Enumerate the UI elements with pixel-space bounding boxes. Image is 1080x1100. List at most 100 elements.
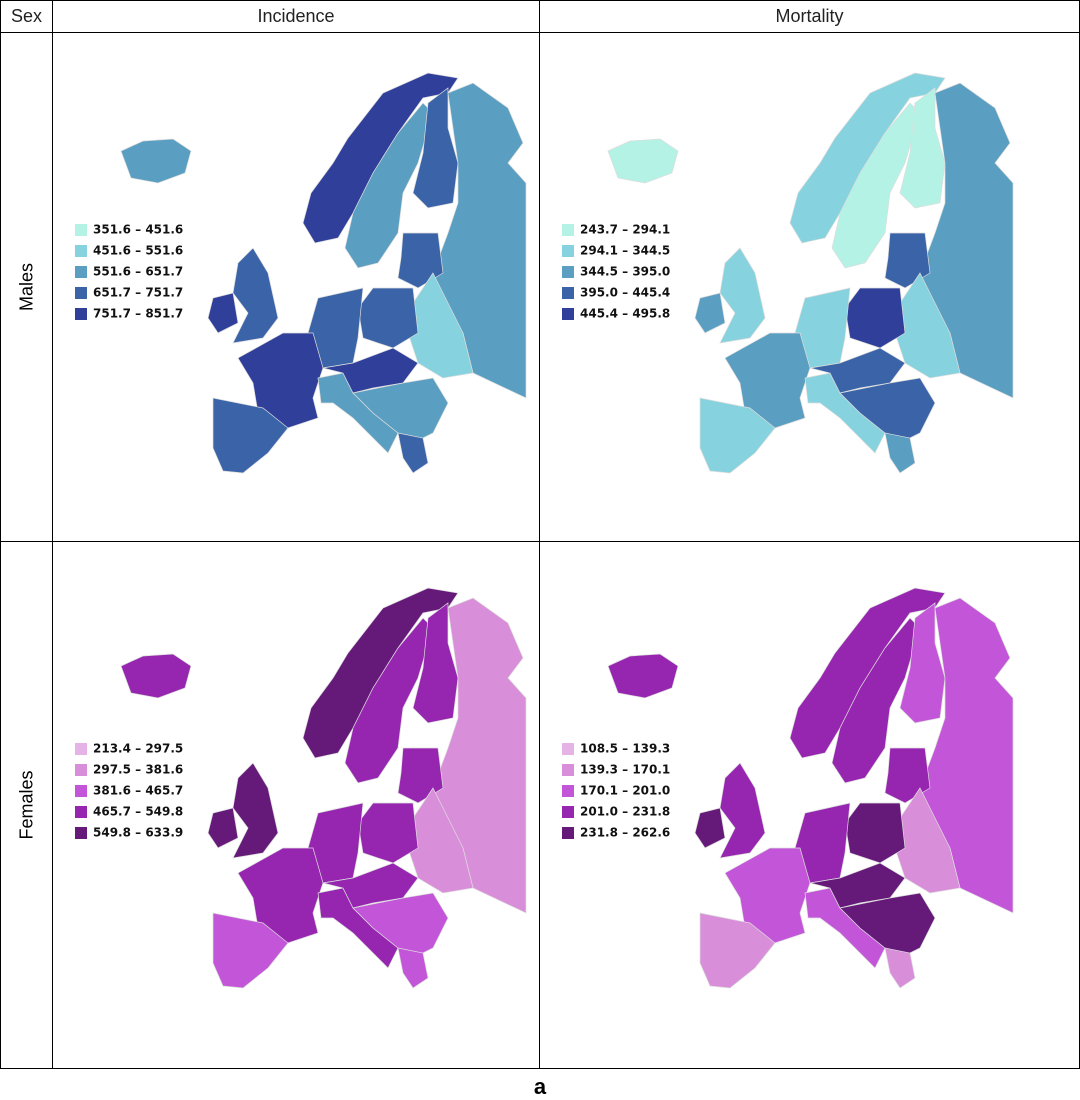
country bbox=[899, 602, 946, 724]
legend-swatch bbox=[562, 785, 574, 797]
legend-label: 351.6 – 451.6 bbox=[93, 223, 183, 237]
country bbox=[237, 332, 324, 429]
header-text: Incidence bbox=[257, 6, 335, 26]
legend-swatch bbox=[562, 827, 574, 839]
map: 351.6 – 451.6 451.6 – 551.6 551.6 – 651.7 6… bbox=[75, 72, 527, 474]
country bbox=[352, 377, 449, 444]
legend-swatch bbox=[75, 245, 87, 257]
legend-label: 751.7 – 851.7 bbox=[93, 307, 183, 321]
caption: a bbox=[533, 1074, 547, 1099]
legend-swatch bbox=[562, 245, 574, 257]
legend-label: 108.5 – 139.3 bbox=[580, 742, 670, 756]
country bbox=[212, 397, 289, 474]
country bbox=[207, 292, 239, 334]
legend-swatch bbox=[562, 287, 574, 299]
map: 108.5 – 139.3 139.3 – 170.1 170.1 – 201.0 2… bbox=[562, 587, 1014, 989]
country bbox=[232, 762, 279, 859]
legend-swatch bbox=[75, 224, 87, 236]
country bbox=[844, 287, 906, 349]
country bbox=[694, 807, 726, 849]
legend-label: 231.8 – 262.6 bbox=[580, 826, 670, 840]
country bbox=[719, 762, 766, 859]
legend-swatch bbox=[562, 743, 574, 755]
legend-swatch bbox=[562, 266, 574, 278]
legend-label: 170.1 – 201.0 bbox=[580, 784, 670, 798]
header-cell: Incidence bbox=[52, 0, 540, 33]
legend-swatch bbox=[562, 308, 574, 320]
legend-label: 451.6 – 551.6 bbox=[93, 244, 183, 258]
map-cell: 243.7 – 294.1 294.1 – 344.5 344.5 – 395.0 3… bbox=[539, 32, 1080, 542]
header-text: Mortality bbox=[775, 6, 844, 26]
map-cell: 351.6 – 451.6 451.6 – 551.6 551.6 – 651.7 6… bbox=[52, 32, 540, 542]
country bbox=[719, 247, 766, 344]
country bbox=[232, 247, 279, 344]
country bbox=[397, 432, 429, 474]
legend-swatch bbox=[562, 806, 574, 818]
legend-label: 651.7 – 751.7 bbox=[93, 286, 183, 300]
country bbox=[357, 287, 419, 349]
legend-label: 395.0 – 445.4 bbox=[580, 286, 670, 300]
country bbox=[607, 138, 679, 184]
country bbox=[831, 617, 921, 784]
row-label: Males bbox=[16, 262, 36, 312]
map: 243.7 – 294.1 294.1 – 344.5 344.5 – 395.0 3… bbox=[562, 72, 1014, 474]
legend-label: 551.6 – 651.7 bbox=[93, 265, 183, 279]
country bbox=[237, 847, 324, 944]
legend-swatch bbox=[75, 764, 87, 776]
country bbox=[344, 617, 434, 784]
row-label-cell: Males bbox=[0, 32, 53, 542]
country bbox=[207, 807, 239, 849]
legend-label: 465.7 – 549.8 bbox=[93, 805, 183, 819]
country bbox=[831, 102, 921, 269]
country bbox=[607, 653, 679, 699]
legend-label: 243.7 – 294.1 bbox=[580, 223, 670, 237]
legend-label: 344.5 – 395.0 bbox=[580, 265, 670, 279]
row-label-cell: Females bbox=[0, 541, 53, 1069]
country bbox=[694, 292, 726, 334]
legend-label: 139.3 – 170.1 bbox=[580, 763, 670, 777]
legend-label: 445.4 – 495.8 bbox=[580, 307, 670, 321]
country bbox=[884, 432, 916, 474]
country bbox=[724, 332, 811, 429]
country bbox=[412, 87, 459, 209]
country bbox=[120, 653, 192, 699]
legend-swatch bbox=[75, 785, 87, 797]
country bbox=[724, 847, 811, 944]
country bbox=[884, 947, 916, 989]
legend-label: 213.4 – 297.5 bbox=[93, 742, 183, 756]
map-cell: 213.4 – 297.5 297.5 – 381.6 381.6 – 465.7 4… bbox=[52, 541, 540, 1069]
country bbox=[839, 892, 936, 959]
legend-swatch bbox=[562, 764, 574, 776]
legend-swatch bbox=[75, 743, 87, 755]
legend-label: 549.8 – 633.9 bbox=[93, 826, 183, 840]
legend-label: 297.5 – 381.6 bbox=[93, 763, 183, 777]
legend-swatch bbox=[75, 806, 87, 818]
legend-label: 381.6 – 465.7 bbox=[93, 784, 183, 798]
legend-label: 294.1 – 344.5 bbox=[580, 244, 670, 258]
country bbox=[344, 102, 434, 269]
legend-swatch bbox=[75, 827, 87, 839]
header-cell: Sex bbox=[0, 0, 53, 33]
header-text: Sex bbox=[10, 6, 43, 26]
country bbox=[357, 802, 419, 864]
legend-label: 201.0 – 231.8 bbox=[580, 805, 670, 819]
map-cell: 108.5 – 139.3 139.3 – 170.1 170.1 – 201.0 2… bbox=[539, 541, 1080, 1069]
legend-swatch bbox=[75, 266, 87, 278]
country bbox=[844, 802, 906, 864]
country bbox=[352, 892, 449, 959]
header-cell: Mortality bbox=[539, 0, 1080, 33]
country bbox=[397, 947, 429, 989]
country bbox=[412, 602, 459, 724]
legend-swatch bbox=[75, 287, 87, 299]
map: 213.4 – 297.5 297.5 – 381.6 381.6 – 465.7 4… bbox=[75, 587, 527, 989]
row-label: Females bbox=[16, 770, 36, 840]
country bbox=[899, 87, 946, 209]
legend-swatch bbox=[562, 224, 574, 236]
country bbox=[699, 397, 776, 474]
country bbox=[839, 377, 936, 444]
legend-swatch bbox=[75, 308, 87, 320]
country bbox=[212, 912, 289, 989]
country bbox=[120, 138, 192, 184]
country bbox=[699, 912, 776, 989]
